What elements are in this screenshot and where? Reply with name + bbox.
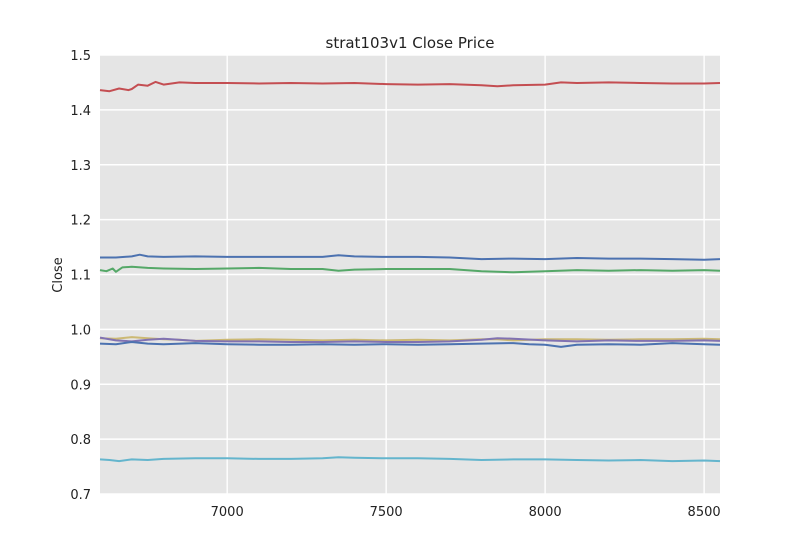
chart-title: strat103v1 Close Price (326, 34, 495, 52)
series-line (99, 456, 721, 463)
x-tick-label: 7000 (211, 505, 244, 520)
series-line (99, 341, 721, 348)
x-tick-label: 7500 (370, 505, 403, 520)
series-line (99, 336, 721, 343)
x-tick-labels: 7000 7500 8000 8500 (211, 505, 721, 520)
y-tick-label: 1.3 (70, 159, 91, 174)
series-line (99, 80, 721, 93)
y-tick-labels: 0.7 0.8 0.9 1.0 1.1 1.2 1.3 1.4 1.5 (70, 49, 91, 503)
y-tick-label: 1.5 (70, 49, 91, 64)
y-axis-label: Close (51, 257, 66, 292)
x-tick-label: 8500 (688, 505, 721, 520)
y-tick-label: 0.8 (70, 433, 91, 448)
y-tick-label: 1.2 (70, 214, 91, 229)
series-line (100, 253, 721, 261)
series-line (99, 265, 721, 274)
x-tick-label: 8000 (529, 505, 562, 520)
y-tick-label: 0.7 (70, 488, 91, 503)
y-tick-label: 1.4 (70, 104, 91, 119)
grid-lines (100, 54, 720, 495)
y-tick-label: 1.1 (70, 269, 91, 284)
y-tick-label: 1.0 (70, 323, 91, 338)
series-layer (99, 80, 721, 463)
y-tick-label: 0.9 (70, 378, 91, 393)
